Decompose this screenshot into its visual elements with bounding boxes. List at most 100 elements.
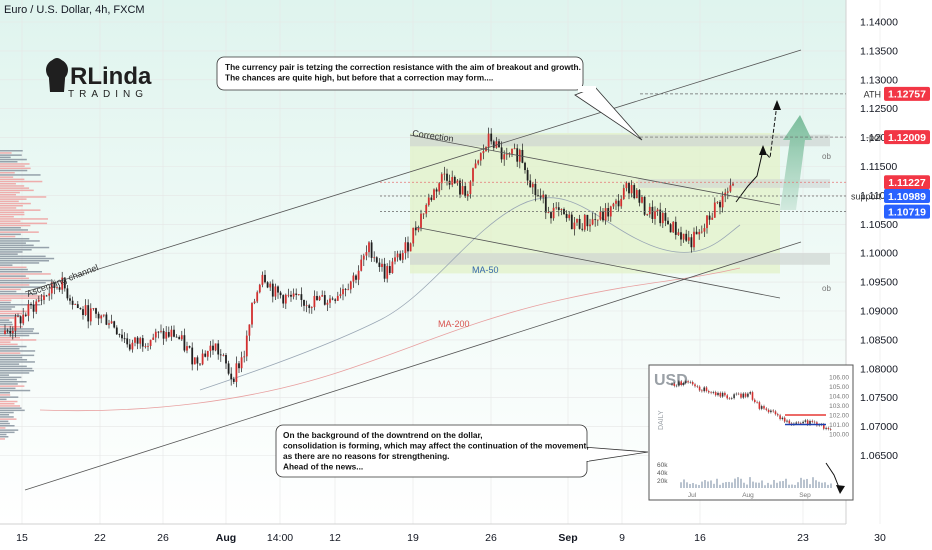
volume-profile-bar (0, 273, 51, 275)
volume-profile-bar (0, 220, 21, 222)
candle-body (485, 146, 487, 152)
inset-volume-bar (725, 482, 727, 488)
volume-profile-bar (0, 374, 10, 376)
volume-profile-bar (0, 174, 41, 176)
candle-body (113, 321, 116, 328)
candle-body (482, 151, 485, 154)
volume-profile-bar (0, 240, 40, 242)
candle-body (100, 315, 103, 319)
candle-body (355, 275, 357, 280)
inset-y-tick: 105.00 (829, 384, 849, 391)
volume-profile-bar (0, 361, 35, 363)
candle-body (464, 186, 467, 197)
inset-candle (733, 394, 735, 399)
x-tick-label: 19 (407, 532, 419, 544)
candle-body (573, 222, 576, 230)
candle-body (266, 282, 269, 288)
candle-body (633, 185, 636, 199)
candle-body (602, 211, 604, 221)
candle-body (61, 277, 64, 290)
channel-lower-line (24, 241, 802, 491)
volume-profile-bar (0, 180, 43, 183)
inset-candle (701, 390, 703, 392)
candle-body (290, 294, 292, 297)
candle-body (108, 323, 110, 325)
volume-profile-bar (0, 279, 51, 282)
inset-volume-bar (695, 484, 697, 488)
candle-body (282, 295, 285, 304)
candle-body (474, 163, 477, 169)
candle-body (568, 214, 571, 219)
inset-candle (705, 387, 708, 392)
candle-body (178, 337, 181, 340)
candle-body (342, 288, 344, 295)
candle-body (48, 293, 51, 296)
candle-body (149, 339, 152, 346)
candle-body (240, 357, 243, 369)
volume-profile-bar (0, 154, 22, 156)
volume-profile-bar (0, 394, 11, 396)
chart-title: Euro / U.S. Dollar, 4h, FXCM (4, 4, 145, 16)
volume-profile-bar (0, 229, 28, 231)
candle-body (524, 162, 526, 171)
candle-body (414, 227, 417, 231)
inset-candle (685, 381, 687, 384)
candle-body (32, 304, 35, 312)
price-tag (884, 86, 930, 101)
inset-volume-bar (719, 484, 721, 488)
candle-body (726, 191, 729, 193)
volume-profile-bar (0, 176, 14, 178)
inset-volume-bar (761, 480, 763, 488)
inset-volume-bar (698, 484, 700, 488)
x-tick-label: 16 (694, 532, 706, 544)
candle-body (295, 293, 298, 295)
candle-body (370, 242, 373, 258)
inset-volume-bar (767, 482, 769, 488)
candle-body (40, 299, 43, 301)
volume-profile-bar (0, 315, 20, 317)
inset-candle (772, 410, 774, 412)
candle-body (713, 202, 716, 218)
candle-body (357, 270, 360, 280)
inset-volume-bar (749, 477, 751, 488)
inset-volume-bar (755, 482, 757, 488)
candle-body (477, 160, 480, 164)
ma50-label: MA-50 (472, 265, 499, 275)
top-callout: The currency pair is tetzing the correct… (216, 56, 643, 141)
ob-lower-zone (410, 253, 830, 265)
candle-body (349, 281, 352, 290)
inset-volume-bar (740, 478, 742, 488)
inset-volume-bar (689, 483, 691, 488)
candle-body (56, 287, 58, 289)
candle-body (427, 197, 430, 205)
inset-candle (767, 409, 770, 413)
candle-body (438, 183, 441, 192)
volume-profile-bar (0, 161, 18, 163)
candle-body (326, 302, 329, 305)
candle-body (381, 263, 383, 268)
candles (4, 127, 734, 388)
inset-volume-bar (680, 482, 682, 488)
volume-profile-bar (0, 227, 21, 229)
inset-candle (751, 392, 754, 400)
candle-body (615, 200, 617, 204)
candle-body (511, 148, 513, 154)
x-tick-label: 26 (157, 532, 169, 544)
candle-body (230, 373, 233, 380)
candle-body (409, 243, 412, 252)
candle-body (466, 194, 469, 197)
candle-body (95, 308, 97, 314)
candle-body (576, 218, 578, 223)
candle-body (609, 206, 612, 217)
candle-body (27, 304, 30, 316)
inset-volume-bar (806, 478, 808, 488)
volume-profile-bar (0, 152, 12, 154)
inset-candle (675, 385, 678, 387)
candle-body (669, 224, 672, 233)
ma50-line (199, 197, 741, 391)
candle-body (724, 192, 727, 196)
inset-candle (724, 392, 726, 396)
volume-profile-bar (0, 376, 22, 379)
inset-candle (756, 401, 758, 403)
